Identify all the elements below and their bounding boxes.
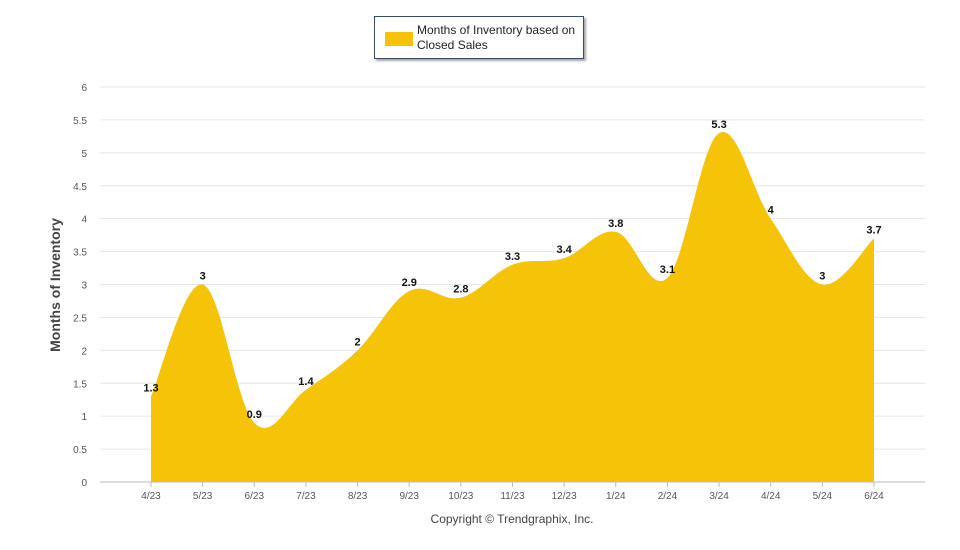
legend-label: Months of Inventory based on Closed Sale… <box>417 23 576 52</box>
copyright-text: Copyright © Trendgraphix, Inc. <box>430 512 594 526</box>
x-tick-label: 2/24 <box>658 491 678 502</box>
y-tick-label: 2.5 <box>73 313 87 324</box>
y-tick-label: 0 <box>81 478 87 489</box>
data-label: 3.3 <box>505 251 520 263</box>
legend: Months of Inventory based on Closed Sale… <box>374 16 584 59</box>
y-tick-label: 3 <box>81 281 87 292</box>
data-label: 2.8 <box>453 284 468 296</box>
x-tick-label: 12/23 <box>552 491 577 502</box>
x-tick-label: 5/23 <box>193 491 213 502</box>
y-tick-label: 2 <box>81 346 87 357</box>
data-label: 3 <box>819 271 825 283</box>
legend-swatch <box>385 32 413 46</box>
data-label: 3.7 <box>866 224 881 236</box>
data-label: 3 <box>200 271 206 283</box>
y-tick-label: 4 <box>81 215 87 226</box>
y-tick-label: 5 <box>81 149 87 160</box>
area-series <box>151 131 874 482</box>
y-tick-label: 6 <box>81 83 87 94</box>
data-label: 1.3 <box>143 382 158 394</box>
data-label: 5.3 <box>711 119 726 131</box>
y-tick-label: 1.5 <box>73 379 87 390</box>
data-label: 0.9 <box>247 409 262 421</box>
x-tick-label: 10/23 <box>448 491 473 502</box>
data-label: 3.1 <box>660 264 675 276</box>
y-tick-label: 1 <box>81 412 87 423</box>
data-label: 1.4 <box>298 376 314 388</box>
y-tick-label: 4.5 <box>73 182 87 193</box>
x-tick-label: 4/24 <box>761 491 781 502</box>
data-label: 3.8 <box>608 218 623 230</box>
y-axis-title: Months of Inventory <box>47 218 63 352</box>
x-tick-label: 6/23 <box>245 491 265 502</box>
y-tick-label: 3.5 <box>73 248 87 259</box>
x-tick-label: 1/24 <box>606 491 626 502</box>
x-tick-label: 11/23 <box>500 491 525 502</box>
x-tick-label: 4/23 <box>141 491 161 502</box>
data-label: 3.4 <box>556 244 572 256</box>
x-tick-label: 5/24 <box>813 491 833 502</box>
x-tick-label: 6/24 <box>864 491 884 502</box>
x-tick-label: 8/23 <box>348 491 368 502</box>
data-label: 4 <box>768 205 775 217</box>
y-tick-label: 5.5 <box>73 116 87 127</box>
data-label: 2.9 <box>402 277 417 289</box>
x-tick-label: 9/23 <box>399 491 419 502</box>
data-label: 2 <box>355 336 361 348</box>
y-tick-label: 0.5 <box>73 445 87 456</box>
x-tick-label: 3/24 <box>709 491 729 502</box>
x-tick-label: 7/23 <box>296 491 316 502</box>
